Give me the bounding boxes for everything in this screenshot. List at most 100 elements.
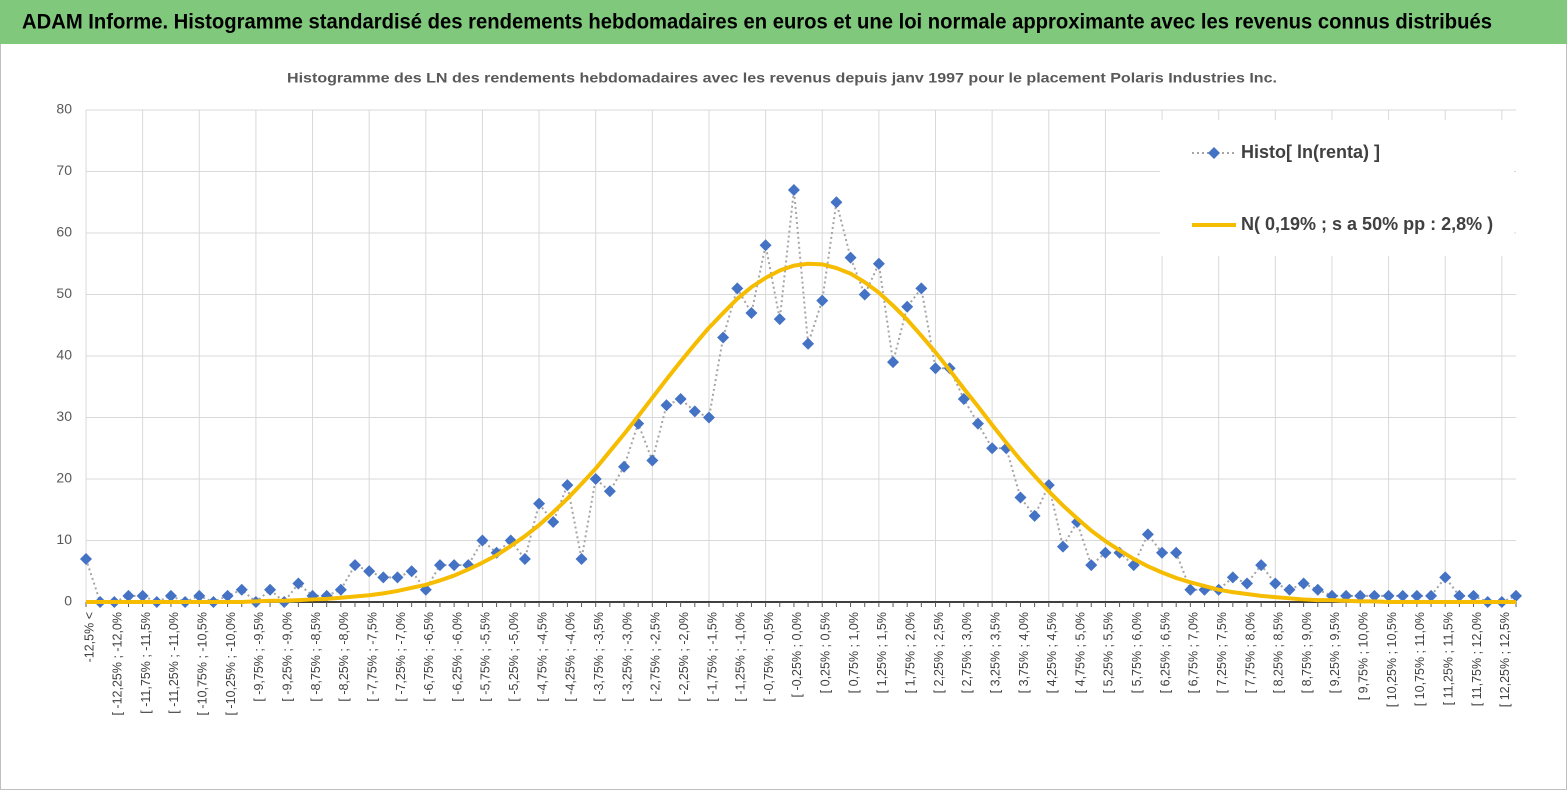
x-tick-label: [ -6,25% ; -6,0% [450,612,464,702]
legend-box [1160,120,1514,256]
x-tick-label: [ 3,25% ; 3,5% [988,612,1002,693]
data-point [589,473,602,485]
data-point [448,559,461,572]
data-point [929,362,942,375]
data-point [830,196,843,209]
data-point [759,239,772,252]
x-tick-label: [ 8,75% ; 9,0% [1300,612,1314,693]
x-tick-label: [ -10,25% ; -10,0% [224,612,238,716]
y-tick-label: 80 [56,101,72,117]
data-point [702,411,715,424]
x-tick-label: [ 11,75% ; 12,0% [1470,612,1484,706]
data-point [773,313,786,326]
y-tick-label: 20 [56,470,72,486]
x-tick-label: [ 7,25% ; 7,5% [1215,612,1229,693]
data-point [547,516,560,529]
y-tick-label: 70 [56,162,72,178]
data-point [1255,559,1268,572]
data-point [1056,540,1069,553]
data-point [1354,589,1367,602]
data-point [1240,577,1253,590]
data-point [391,571,404,584]
y-tick-label: 10 [56,531,72,547]
x-tick-label: [ -10,75% ; -10,5% [196,612,210,716]
data-point [844,251,857,264]
data-point [646,454,659,467]
data-point [1410,589,1423,602]
data-point [1014,491,1027,504]
x-tick-label: [ -9,75% ; -9,5% [252,612,266,702]
x-tick-label: [ 11,25% ; 11,5% [1442,612,1456,705]
data-point [1453,589,1466,602]
data-point [1382,589,1395,602]
x-tick-label: [ -1,75% ; -1,5% [705,612,719,702]
y-tick-label: 40 [56,347,72,363]
x-tick-label: -12,5% < [82,612,96,662]
legend-marker [1208,147,1220,159]
legend-label: N( 0,19% ; s a 50% pp : 2,8% ) [1241,214,1493,234]
x-tick-label: [ 0,25% ; 0,5% [819,612,833,693]
x-tick-label: [ -11,25% ; -11,0% [167,612,181,714]
data-point [235,583,248,596]
x-tick-label: [ 8,25% ; 8,5% [1272,612,1286,693]
x-tick-label: [ -11,75% ; -11,5% [139,612,153,714]
data-point [476,534,489,547]
x-tick-label: [ -8,25% ; -8,0% [337,612,351,702]
x-tick-label: [ -12,25% ; -12,0% [111,612,125,716]
x-tick-label: [ 12,25% ; 12,5% [1498,612,1512,707]
data-point [745,306,758,319]
x-tick-label: [ -2,25% ; -2,0% [677,612,691,702]
x-tick-label: [ 1,75% ; 2,0% [903,612,917,693]
data-point [688,405,701,418]
x-tick-label: [ 9,25% ; 9,5% [1328,612,1342,693]
x-tick-label: [ -5,25% ; -5,0% [507,612,521,702]
x-tick-label: [ -9,25% ; -9,0% [281,612,295,702]
x-tick-label: [ 2,75% ; 3,0% [960,612,974,693]
data-point [122,589,135,602]
data-point [731,282,744,295]
x-tick-label: [ 10,75% ; 11,0% [1413,612,1427,706]
data-point [986,442,999,455]
x-tick-label: [ -0,25% ; 0,0% [790,612,804,697]
data-point [292,577,305,590]
data-point [377,571,390,584]
data-point [1226,571,1239,584]
x-tick-label: [ -4,25% ; -4,0% [564,612,578,702]
data-point [405,565,418,578]
x-tick-label: [ 4,25% ; 4,5% [1045,612,1059,693]
data-point [1141,528,1154,541]
header-bar [0,0,1567,44]
data-point [504,534,517,547]
x-tick-label: [ -6,75% ; -6,5% [422,612,436,702]
data-point [717,331,730,344]
y-tick-label: 60 [56,224,72,240]
x-tick-label: [ -3,75% ; -3,5% [592,612,606,702]
x-tick-label: [ -3,25% ; -3,0% [620,612,634,702]
data-point [915,282,928,295]
data-point [264,583,277,596]
data-point [1425,589,1438,602]
y-tick-label: 0 [64,593,72,609]
x-tick-label: [ 5,75% ; 6,0% [1130,612,1144,693]
data-point [872,257,885,270]
x-tick-label: [ 10,25% ; 10,5% [1385,612,1399,707]
data-point [80,552,92,565]
data-point [660,399,673,412]
data-point [1028,509,1041,522]
data-point [164,589,177,602]
data-point [575,552,588,565]
chart-title: Histogramme des LN des rendements hebdom… [287,70,1277,86]
data-point [603,485,616,498]
data-point [787,183,800,196]
data-point [349,559,362,572]
data-point [901,300,914,313]
data-point [193,589,206,602]
x-tick-label: [ 3,75% ; 4,0% [1017,612,1031,693]
data-point [1156,546,1169,559]
data-point [887,356,900,369]
data-point [1170,546,1183,559]
data-point [334,583,347,596]
data-point [1439,571,1452,584]
x-tick-label: [ 1,25% ; 1,5% [875,612,889,693]
